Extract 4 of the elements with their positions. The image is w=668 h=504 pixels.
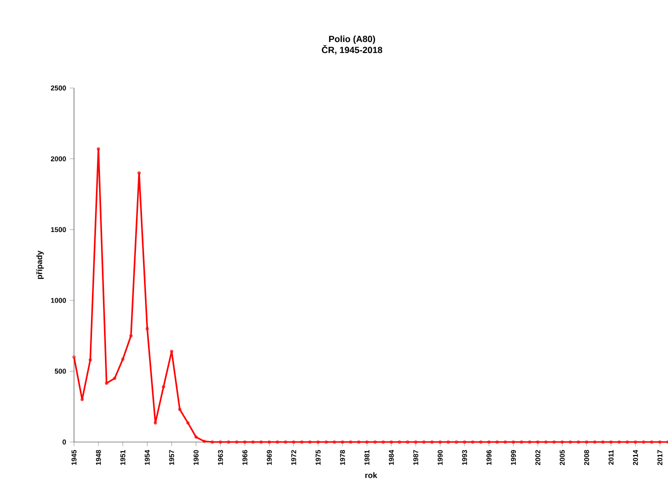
x-axis-title: rok xyxy=(365,472,378,478)
chart-subtitle: ČR, 1945-2018 xyxy=(322,45,382,54)
y-axis-title: případy xyxy=(36,250,44,279)
chart-title: Polio (A80) xyxy=(329,36,376,44)
